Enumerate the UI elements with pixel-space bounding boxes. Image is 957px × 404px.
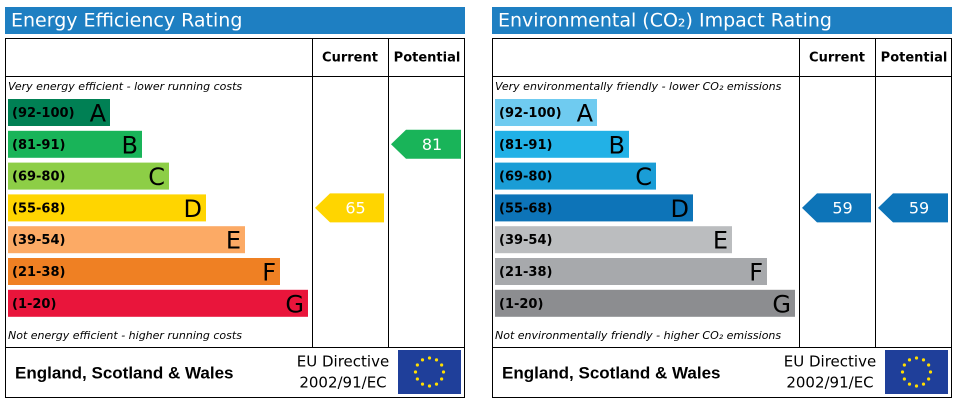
eu-star xyxy=(914,384,919,388)
band-letter: E xyxy=(713,227,728,255)
eu-star xyxy=(921,382,926,386)
band-range: (1-20) xyxy=(12,297,56,312)
directive: EU Directive xyxy=(297,353,389,371)
band-range: (55-68) xyxy=(499,201,552,216)
eu-star xyxy=(415,363,419,367)
eu-star xyxy=(921,358,926,362)
eu-star xyxy=(415,377,419,381)
potential-header: Potential xyxy=(881,51,948,66)
eu-star xyxy=(914,356,919,360)
band-range: (69-80) xyxy=(12,170,65,185)
band xyxy=(8,130,142,158)
band-letter: C xyxy=(635,163,652,191)
potential-header: Potential xyxy=(394,51,461,66)
directive: EU Directive xyxy=(784,353,876,371)
band-range: (92-100) xyxy=(12,106,75,121)
band xyxy=(8,226,245,254)
band-letter: F xyxy=(262,259,276,287)
panel-title: Energy Efficiency Rating xyxy=(11,10,242,32)
eu-star xyxy=(420,358,425,362)
band-range: (92-100) xyxy=(499,106,562,121)
directive: 2002/91/EC xyxy=(299,374,386,392)
band-range: (1-20) xyxy=(499,297,543,312)
band xyxy=(495,289,795,317)
rating-value: 81 xyxy=(422,135,442,154)
band-range: (21-38) xyxy=(12,265,65,280)
eu-star xyxy=(907,382,912,386)
directive: 2002/91/EC xyxy=(786,374,873,392)
band xyxy=(8,162,169,190)
band-letter: E xyxy=(226,227,241,255)
band-letter: G xyxy=(285,290,304,318)
band-letter: A xyxy=(577,100,594,128)
band-range: (39-54) xyxy=(12,233,65,248)
band xyxy=(495,226,732,254)
band xyxy=(8,99,110,126)
rating-arrow xyxy=(802,193,871,223)
eu-star xyxy=(427,356,432,360)
eu-star xyxy=(434,358,439,362)
band-letter: G xyxy=(772,290,791,318)
band-letter: A xyxy=(90,100,107,128)
eu-star xyxy=(427,384,432,388)
band-letter: B xyxy=(609,131,625,159)
eu-star xyxy=(440,363,444,367)
eu-star xyxy=(413,370,418,374)
rating-value: 65 xyxy=(345,198,365,217)
band-letter: D xyxy=(184,195,202,223)
band xyxy=(8,289,308,317)
band xyxy=(8,258,280,285)
eu-star xyxy=(420,382,425,386)
rating-arrow xyxy=(391,129,461,159)
eu-star xyxy=(902,363,906,367)
frame xyxy=(492,38,952,398)
band-range: (55-68) xyxy=(12,201,65,216)
rating-arrow xyxy=(878,193,948,223)
band-range: (21-38) xyxy=(499,265,552,280)
panel: Environmental (CO₂) Impact Rating Current… xyxy=(492,7,952,398)
band xyxy=(495,99,597,126)
rating-arrow xyxy=(315,193,384,223)
band xyxy=(495,194,693,222)
eu-star xyxy=(440,377,444,381)
title-bar xyxy=(492,7,952,34)
region: England, Scotland & Wales xyxy=(502,363,721,382)
current-header: Current xyxy=(809,51,865,66)
frame xyxy=(5,38,465,398)
band-letter: F xyxy=(749,259,763,287)
panel-title: Environmental (CO₂) Impact Rating xyxy=(498,10,832,32)
current-header: Current xyxy=(322,51,378,66)
eu-star xyxy=(441,370,446,374)
band-range: (39-54) xyxy=(499,233,552,248)
eu-star xyxy=(434,382,439,386)
rating-value: 59 xyxy=(909,198,929,217)
bottom-note: Not energy efficient - higher running co… xyxy=(8,329,242,342)
band xyxy=(495,258,767,285)
eu-star xyxy=(928,370,933,374)
rating-value: 59 xyxy=(832,198,852,217)
band-letter: D xyxy=(671,195,689,223)
bottom-note: Not environmentally friendly - higher CO… xyxy=(495,329,781,342)
region: England, Scotland & Wales xyxy=(15,363,234,382)
band-range: (81-91) xyxy=(12,138,65,153)
eu-star xyxy=(927,377,931,381)
band xyxy=(8,194,206,222)
band xyxy=(495,162,656,190)
eu-star xyxy=(907,358,912,362)
band-range: (81-91) xyxy=(499,138,552,153)
band-letter: B xyxy=(122,131,138,159)
band-range: (69-80) xyxy=(499,170,552,185)
eu-star xyxy=(902,377,906,381)
top-note: Very environmentally friendly - lower CO… xyxy=(495,80,782,93)
band-letter: C xyxy=(148,163,165,191)
title-bar xyxy=(5,7,465,34)
eu-star xyxy=(900,370,905,374)
eu-star xyxy=(927,363,931,367)
top-note: Very energy efficient - lower running co… xyxy=(8,80,242,93)
band xyxy=(495,130,629,158)
panel: Energy Efficiency Rating Current Potential… xyxy=(5,7,465,398)
